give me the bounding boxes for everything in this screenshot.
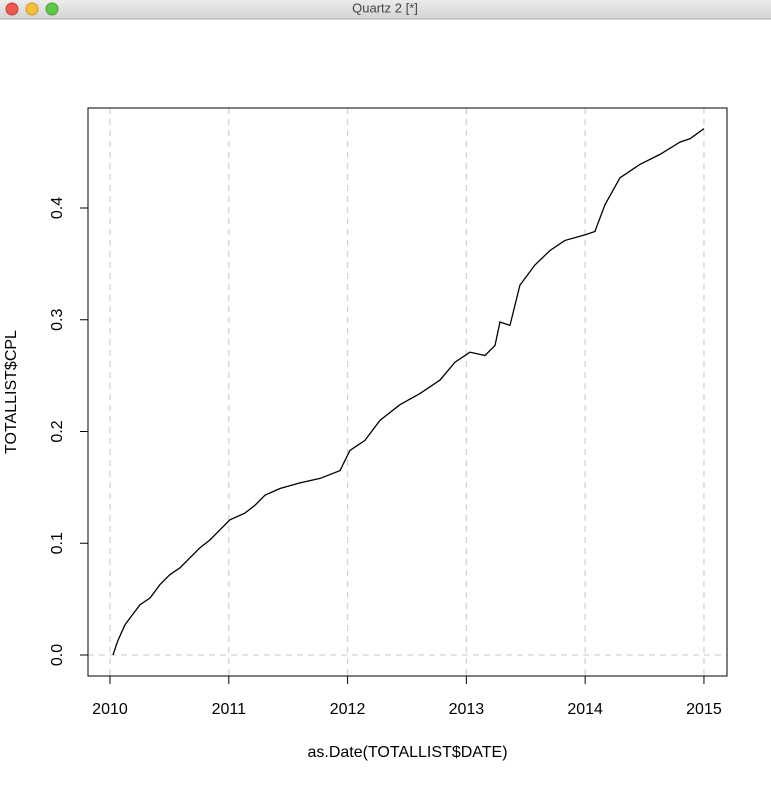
y-tick-label: 0.3 <box>49 309 66 331</box>
plot: 2010 2011 2012 2013 2014 2015 0.0 0.1 0.2 0.3 0.4 a… <box>3 107 728 761</box>
y-tick-label: 0.0 <box>49 644 66 666</box>
title-bar <box>0 0 771 19</box>
x-tick-label: 2012 <box>330 701 366 718</box>
plot-frame <box>87 107 728 677</box>
x-tick-label: 2013 <box>449 701 485 718</box>
y-axis-label: TOTALLIST$CPL <box>3 330 20 454</box>
window-title: Quartz 2 [*] <box>352 0 418 15</box>
y-tick-label: 0.1 <box>49 532 66 554</box>
y-tick-label: 0.4 <box>49 197 66 219</box>
close-button[interactable] <box>5 2 19 16</box>
x-tick-label: 2015 <box>686 701 722 718</box>
x-tick-label: 2014 <box>567 701 603 718</box>
minimize-button[interactable] <box>25 2 39 16</box>
line <box>112 128 705 656</box>
y-tick-label: 0.2 <box>49 420 66 442</box>
zoom-button[interactable] <box>45 2 59 16</box>
x-axis-label: as.Date(TOTALLIST$DATE) <box>307 744 507 761</box>
x-tick-label: 2011 <box>212 701 247 718</box>
x-tick-label: 2010 <box>92 701 128 718</box>
